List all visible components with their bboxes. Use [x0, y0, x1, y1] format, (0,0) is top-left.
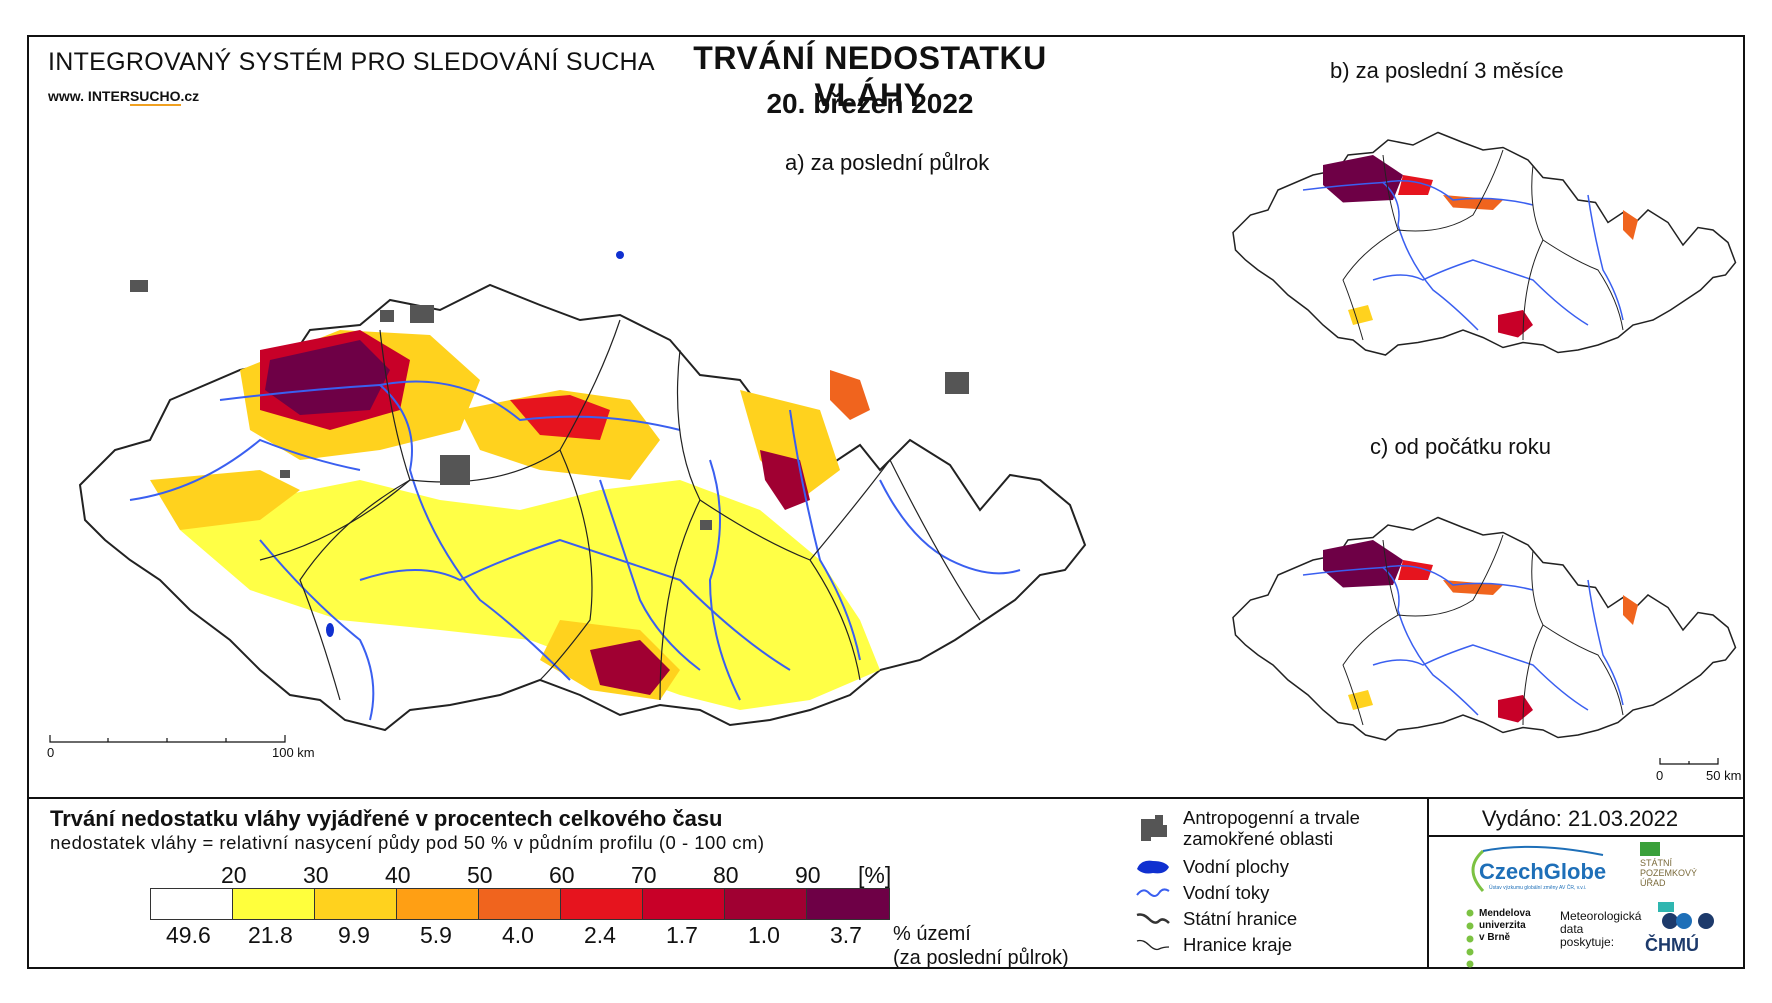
region-border-icon: [1136, 939, 1170, 950]
scalebar-inset-end: 50 km: [1706, 768, 1742, 783]
threshold-label: 50: [467, 862, 493, 888]
issued-divider: [1428, 835, 1745, 837]
legend-state-border: Státní hranice: [1135, 908, 1297, 929]
share-value: 2.4: [584, 922, 616, 948]
share-value: 1.0: [748, 922, 780, 948]
color-bin: [151, 889, 233, 919]
inset-map-b: [1232, 131, 1737, 356]
share-value: 5.9: [420, 922, 452, 948]
threshold-label: 20: [221, 862, 247, 888]
legend-urban: Antropogenní a trvale zamokřené oblasti: [1135, 807, 1360, 849]
issued-date: Vydáno: 21.03.2022: [1481, 806, 1679, 831]
water-body-icon: [1137, 860, 1169, 873]
panel-a-label: a) za poslední půlrok: [785, 150, 990, 175]
river-icon: [1136, 887, 1170, 897]
share-value: 1.7: [666, 922, 698, 948]
scalebar-main: [49, 735, 286, 743]
chmu-symbol-icon: [1662, 913, 1714, 929]
urban-areas-main: [130, 280, 969, 530]
legend-title: Trvání nedostatku vláhy vyjádřené v proc…: [50, 806, 723, 831]
threshold-label: 90: [795, 862, 821, 888]
state-border-icon: [1136, 912, 1170, 924]
color-bin: [807, 889, 889, 919]
share-value: 4.0: [502, 922, 534, 948]
legend-subtitle: nedostatek vláhy = relativní nasycení pů…: [50, 832, 765, 853]
meteo-data-label: Meteorologická data poskytuje:: [1560, 909, 1642, 949]
unit-label: [%]: [858, 862, 892, 888]
share-value: 9.9: [338, 922, 370, 948]
chmu-logo: ČHMÚ: [1645, 935, 1699, 955]
share-value: 3.7: [830, 922, 862, 948]
spu-flag-icon: [1640, 842, 1660, 856]
threshold-label: 30: [303, 862, 329, 888]
share-label: % území (za poslední půlrok): [893, 923, 1069, 969]
color-scale-bar: [150, 888, 890, 920]
scalebar-main-start: 0: [47, 745, 55, 760]
urban-area-icon: [1141, 815, 1167, 841]
color-bin: [725, 889, 807, 919]
share-value: 21.8: [248, 922, 293, 948]
mendel-dots-icon: [1466, 909, 1474, 968]
rivers-main: [129, 380, 1021, 721]
threshold-label: 80: [713, 862, 739, 888]
water-bodies-main: [326, 251, 624, 637]
color-bin: [233, 889, 315, 919]
legend-rivers: Vodní toky: [1135, 882, 1269, 903]
panel-b-label: b) za poslední 3 měsíce: [1330, 58, 1564, 83]
scalebar-inset-start: 0: [1656, 768, 1664, 783]
czechglobe-arc-icon: [1471, 845, 1604, 893]
color-bin: [315, 889, 397, 919]
legend-region-border: Hranice kraje: [1135, 934, 1292, 955]
legend-water-bodies: Vodní plochy: [1135, 856, 1289, 877]
czechglobe-logo: CzechGlobe Ústav výzkumu globální změny …: [1463, 845, 1606, 893]
share-value: 49.6: [166, 922, 211, 948]
color-bin: [643, 889, 725, 919]
website-link[interactable]: www. INTERSUCHO.cz: [48, 88, 200, 106]
spu-logo: STÁTNÍ POZEMKOVÝ ÚŘAD: [1640, 842, 1697, 912]
scalebar-inset: [1659, 758, 1719, 765]
system-name: INTEGROVANÝ SYSTÉM PRO SLEDOVÁNÍ SUCHA: [48, 48, 655, 76]
color-bin: [397, 889, 479, 919]
drought-fill-main: [150, 330, 880, 710]
mendel-logo: Mendelova univerzita v Brně: [1465, 908, 1531, 968]
threshold-label: 60: [549, 862, 575, 888]
color-bin: [561, 889, 643, 919]
spu-square-icon: [1658, 902, 1674, 912]
main-map: [79, 251, 1086, 731]
color-bin: [479, 889, 561, 919]
threshold-label: 70: [631, 862, 657, 888]
threshold-label: 40: [385, 862, 411, 888]
panel-c-label: c) od počátku roku: [1370, 434, 1551, 459]
scalebar-main-end: 100 km: [272, 745, 315, 760]
legend-divider: [27, 797, 1745, 799]
map-title: TRVÁNÍ NEDOSTATKU VLÁHY: [693, 40, 1047, 113]
inset-map-c: [1232, 516, 1737, 741]
map-date: 20. březen 2022: [766, 88, 974, 119]
